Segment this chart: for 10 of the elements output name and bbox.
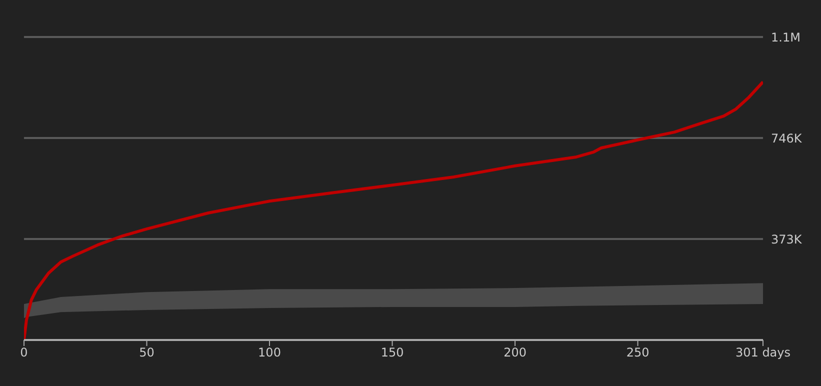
x-tick-label: 0 [20,346,28,360]
x-tick-label: 150 [380,346,404,360]
x-tick-label: 200 [504,346,526,360]
x-tick-label: 250 [626,346,650,360]
x-tick-label: 50 [139,346,154,360]
x-tick-label: 301 days [735,346,791,360]
y-tick-label: 373K [771,232,803,246]
y-tick-label: 746K [771,131,803,146]
y-tick-label: 1.1M [771,30,800,44]
x-tick-label: 100 [258,346,281,360]
